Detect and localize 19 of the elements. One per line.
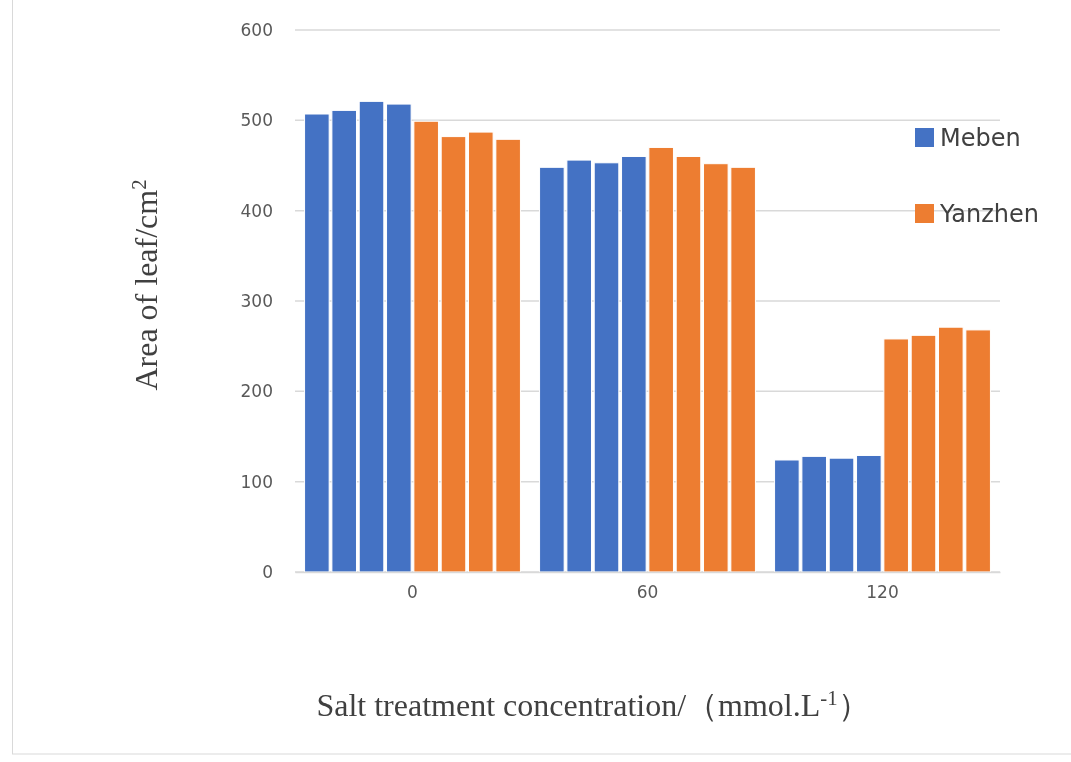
bar — [910, 334, 937, 573]
y-tick-label: 200 — [240, 381, 273, 402]
y-tick-label: 300 — [240, 290, 273, 311]
bar — [440, 136, 467, 573]
y-tick-label: 400 — [240, 200, 273, 221]
y-tick-label: 100 — [240, 471, 273, 492]
bar — [593, 162, 620, 573]
bar — [828, 457, 855, 573]
x-tick-label: 60 — [636, 582, 659, 603]
bar — [358, 100, 385, 573]
bar — [675, 155, 702, 573]
y-tick-label: 600 — [240, 19, 273, 40]
x-tick-label: 120 — [866, 582, 899, 603]
y-tick-label: 500 — [240, 110, 273, 131]
legend-label: Meben — [940, 124, 1021, 152]
x-tick-label: 0 — [407, 582, 418, 603]
y-tick-label: 0 — [262, 561, 273, 582]
x-axis-title: Salt treatment concentration/（mmol.L$^{-1}$） — [316, 685, 870, 723]
legend-label: Yanzhen — [939, 200, 1040, 228]
